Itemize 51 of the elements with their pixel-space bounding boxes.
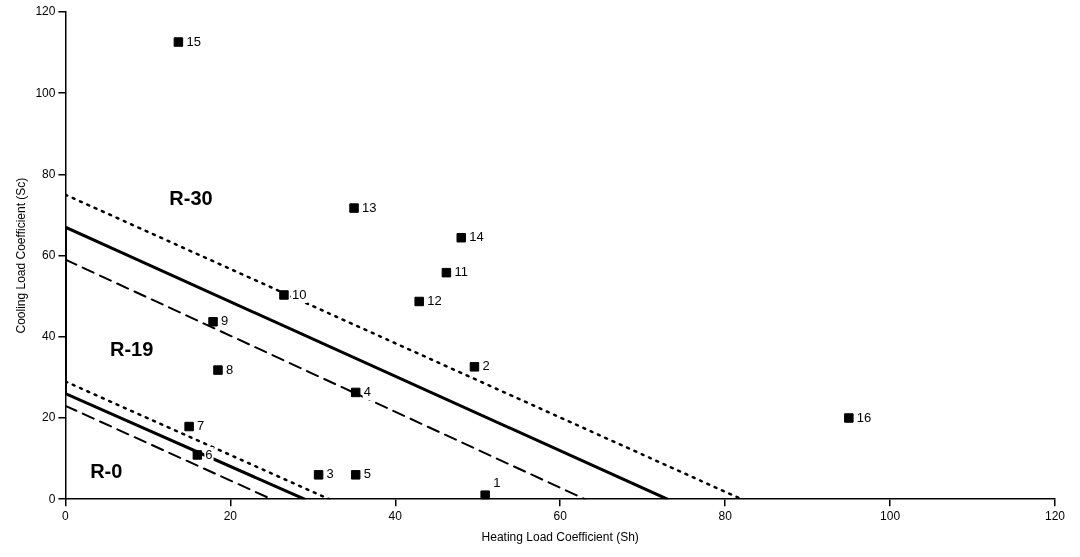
annotation: 13 [362,199,377,215]
point [213,365,223,375]
point [279,290,289,300]
point [173,37,184,47]
y-tick-label: 20 [42,410,56,425]
point [456,232,466,243]
point [469,362,480,372]
annotation: R-19 [109,338,154,361]
annotation: R-30 [169,187,213,210]
x-tick-label: 80 [718,508,733,523]
point [349,203,359,213]
x-tick-label: 20 [223,508,238,523]
annotation: 14 [469,229,484,245]
point [313,470,324,480]
x-axis-title: Heating Load Coefficient (Sh) [481,530,639,545]
x-tick-label: 60 [553,508,568,523]
annotation: 8 [225,361,234,377]
point [208,317,218,327]
point [480,490,490,500]
y-tick-label: 100 [35,85,56,100]
point [414,296,424,307]
point [844,413,854,423]
annotation: 15 [186,33,201,49]
annotation: 12 [427,293,442,309]
annotation: 2 [482,358,490,374]
y-tick-label: 60 [42,247,56,262]
point [184,421,194,432]
annotation: 16 [856,409,872,425]
point [441,267,452,278]
y-tick-label: 120 [35,4,56,19]
point [350,387,361,398]
x-tick-label: 40 [388,508,403,523]
annotation: 9 [221,313,229,329]
annotation: R-0 [90,459,123,482]
x-tick-label: 100 [880,508,901,523]
annotation: 6 [205,446,213,462]
x-tick-label: 120 [1044,508,1066,523]
annotation: 3 [326,466,334,482]
point [192,450,203,460]
annotation: 10 [291,286,307,302]
point [350,470,361,480]
y-tick-label: 0 [48,491,56,506]
annotation: 7 [197,418,205,434]
annotation: 11 [454,264,468,280]
annotation: 5 [363,466,371,482]
y-tick-label: 80 [42,166,56,181]
x-tick-label: 0 [62,508,70,523]
y-axis-title: Cooling Load Coefficient (Sc) [13,177,28,334]
y-tick-label: 40 [42,329,56,344]
annotation: 1 [493,474,501,490]
annotation: 4 [363,384,371,399]
